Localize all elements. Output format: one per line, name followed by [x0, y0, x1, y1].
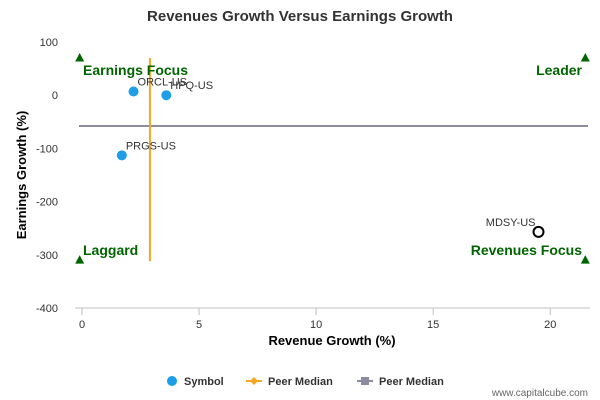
corner-triangle-marker: [580, 52, 590, 62]
data-point-label: HPQ-US: [170, 80, 213, 92]
x-tick-label: 15: [427, 319, 439, 331]
peer-median-lines: [79, 57, 588, 262]
x-tick-label: 20: [544, 319, 556, 331]
y-tick-label: -200: [36, 197, 58, 209]
quadrant-labels: Earnings Focus Leader Laggard Revenues F…: [83, 62, 583, 258]
quadrant-corner-markers: [75, 52, 590, 264]
chart-title: Revenues Growth Versus Earnings Growth: [147, 8, 453, 25]
legend-label: Peer Median: [268, 376, 333, 388]
x-tick-label: 0: [79, 319, 85, 331]
x-tick-label: 10: [310, 319, 322, 331]
data-point-label: PRGS-US: [126, 140, 176, 152]
corner-triangle-marker: [75, 52, 85, 62]
data-point: [128, 86, 139, 97]
quadrant-label-earnings-focus: Earnings Focus: [83, 62, 188, 78]
legend: Symbol Peer Median Peer Median: [167, 376, 444, 388]
quadrant-label-leader: Leader: [536, 62, 582, 78]
y-tick-label: 100: [40, 37, 58, 49]
y-axis-label: Earnings Growth (%): [14, 111, 29, 240]
x-axis-label: Revenue Growth (%): [268, 333, 395, 348]
watermark: www.capitalcube.com: [491, 388, 588, 399]
y-tick-label: -300: [36, 250, 58, 262]
legend-label: Peer Median: [379, 376, 444, 388]
corner-triangle-marker: [75, 255, 85, 264]
x-axis: 0 5 10 15 20: [79, 308, 556, 331]
legend-square-marker: [361, 377, 369, 385]
quadrant-label-revenues-focus: Revenues Focus: [471, 242, 582, 258]
quadrant-label-laggard: Laggard: [83, 242, 138, 258]
legend-symbol-dot: [167, 376, 177, 386]
corner-triangle-marker: [580, 255, 590, 264]
data-point-label: ORCL-US: [138, 76, 188, 88]
data-point-hollow: [532, 225, 545, 238]
legend-label: Symbol: [184, 376, 224, 388]
data-point: [161, 90, 172, 101]
y-tick-label: -400: [36, 303, 58, 315]
y-tick-label: 0: [52, 90, 58, 102]
y-axis: 100 0 -100 -200 -300 -400: [36, 37, 58, 315]
data-point-label: MDSY-US: [486, 217, 536, 229]
y-tick-label: -100: [36, 143, 58, 155]
x-tick-label: 5: [196, 319, 202, 331]
data-point: [116, 150, 127, 161]
legend-diamond-marker: [250, 377, 258, 385]
